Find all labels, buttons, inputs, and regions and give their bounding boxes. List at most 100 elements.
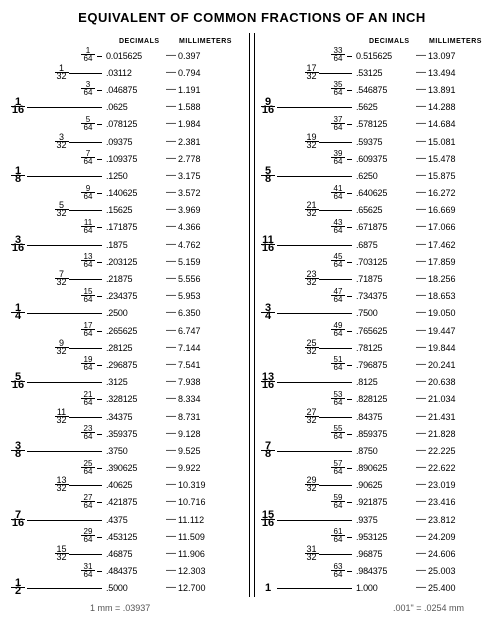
conversion-row: 2532.78125—19.844 (259, 339, 495, 356)
header-millimeters: MILLIMETERS (179, 38, 239, 45)
dash-separator: — (414, 549, 428, 559)
millimeter-value: 24.209 (428, 532, 470, 542)
decimal-value: .828125 (352, 394, 414, 404)
decimal-value: .078125 (102, 119, 164, 129)
millimeter-value: 10.319 (178, 480, 220, 490)
fraction-major: 116 (9, 99, 27, 115)
conversion-chart: EQUIVALENT OF COMMON FRACTIONS OF AN INC… (0, 0, 504, 644)
dash-separator: — (414, 291, 428, 301)
fraction-major: 1516 (259, 512, 277, 528)
conversion-row: 1732.53125—13.494 (259, 64, 495, 81)
conversion-row: 5764.890625—22.622 (259, 460, 495, 477)
decimal-value: .6875 (352, 240, 414, 250)
conversion-row: 5564.859375—21.828 (259, 425, 495, 442)
millimeter-value: 13.891 (428, 85, 470, 95)
millimeter-value: 18.256 (428, 274, 470, 284)
dash-separator: — (414, 446, 428, 456)
decimal-value: .65625 (352, 205, 414, 215)
decimal-value: .28125 (102, 343, 164, 353)
dash-separator: — (414, 171, 428, 181)
dash-separator: — (164, 343, 178, 353)
conversion-row: 6164.953125—24.209 (259, 528, 495, 545)
conversion-row: 964.140625—3.572 (9, 185, 245, 202)
decimal-value: .546875 (352, 85, 414, 95)
decimal-value: .296875 (102, 360, 164, 370)
millimeter-value: 23.019 (428, 480, 470, 490)
conversion-row: 4564.703125—17.859 (259, 253, 495, 270)
dash-separator: — (414, 394, 428, 404)
decimal-value: .0625 (102, 102, 164, 112)
fraction-major: 78 (259, 443, 277, 459)
column-header: DECIMALSMILLIMETERS (259, 33, 495, 45)
fraction-major: 34 (259, 305, 277, 321)
decimal-value: .890625 (352, 463, 414, 473)
conversion-row: 12.5000—12.700 (9, 580, 245, 597)
decimal-value: .34375 (102, 412, 164, 422)
dash-separator: — (414, 154, 428, 164)
decimal-value: .984375 (352, 566, 414, 576)
dash-separator: — (164, 205, 178, 215)
decimal-value: .578125 (352, 119, 414, 129)
millimeter-value: 20.638 (428, 377, 470, 387)
decimal-value: .96875 (352, 549, 414, 559)
fraction-major: 1316 (259, 374, 277, 390)
conversion-row: 5964.921875—23.416 (259, 494, 495, 511)
decimal-value: .859375 (352, 429, 414, 439)
millimeter-value: 7.144 (178, 343, 220, 353)
millimeter-value: 14.684 (428, 119, 470, 129)
decimal-value: .4375 (102, 515, 164, 525)
decimal-value: .84375 (352, 412, 414, 422)
conversion-row: 2732.84375—21.431 (259, 408, 495, 425)
column-header: DECIMALSMILLIMETERS (9, 33, 245, 45)
fraction-major: 716 (9, 512, 27, 528)
dash-separator: — (164, 515, 178, 525)
dash-separator: — (414, 51, 428, 61)
conversion-row: 14.2500—6.350 (9, 305, 245, 322)
millimeter-value: 10.716 (178, 497, 220, 507)
dash-separator: — (414, 377, 428, 387)
decimal-value: .484375 (102, 566, 164, 576)
conversion-row: 2564.390625—9.922 (9, 460, 245, 477)
header-decimals: DECIMALS (369, 38, 429, 45)
dash-separator: — (414, 497, 428, 507)
decimal-value: .421875 (102, 497, 164, 507)
decimal-value: .8750 (352, 446, 414, 456)
dash-separator: — (414, 102, 428, 112)
millimeter-value: 3.175 (178, 171, 220, 181)
conversion-row: 732.21875—5.556 (9, 270, 245, 287)
millimeter-value: 1.588 (178, 102, 220, 112)
conversion-row: 332.09375—2.381 (9, 133, 245, 150)
decimal-value: .390625 (102, 463, 164, 473)
dash-separator: — (414, 257, 428, 267)
decimal-value: .2500 (102, 308, 164, 318)
conversion-row: 2164.328125—8.334 (9, 391, 245, 408)
millimeter-value: 18.653 (428, 291, 470, 301)
millimeter-value: 3.572 (178, 188, 220, 198)
decimal-value: .1875 (102, 240, 164, 250)
conversion-row: 1532.46875—11.906 (9, 545, 245, 562)
footer-right: .001" = .0254 mm (393, 603, 464, 613)
millimeter-value: 8.334 (178, 394, 220, 404)
chart-title: EQUIVALENT OF COMMON FRACTIONS OF AN INC… (0, 10, 504, 25)
millimeter-value: 0.397 (178, 51, 220, 61)
dash-separator: — (414, 566, 428, 576)
conversion-row: 764.109375—2.778 (9, 150, 245, 167)
millimeter-value: 11.509 (178, 532, 220, 542)
millimeter-value: 15.478 (428, 154, 470, 164)
dash-separator: — (164, 360, 178, 370)
decimal-value: .3125 (102, 377, 164, 387)
conversion-row: 3132.96875—24.606 (259, 545, 495, 562)
millimeter-value: 2.381 (178, 137, 220, 147)
conversion-row: 5164.796875—20.241 (259, 356, 495, 373)
conversion-row: 18.1250—3.175 (9, 167, 245, 184)
millimeter-value: 15.081 (428, 137, 470, 147)
conversion-row: 2364.359375—9.128 (9, 425, 245, 442)
decimal-value: .46875 (102, 549, 164, 559)
conversion-row: 6364.984375—25.003 (259, 563, 495, 580)
dash-separator: — (414, 308, 428, 318)
conversion-row: 516.3125—7.938 (9, 374, 245, 391)
dash-separator: — (164, 68, 178, 78)
millimeter-value: 25.400 (428, 583, 470, 593)
fraction-major: 12 (9, 580, 27, 596)
millimeter-value: 23.812 (428, 515, 470, 525)
